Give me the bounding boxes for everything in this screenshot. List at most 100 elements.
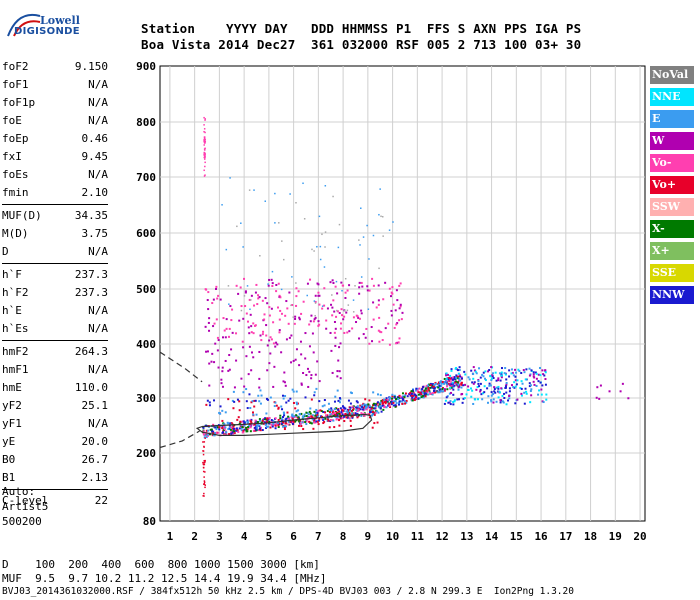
echo-point: [370, 409, 373, 412]
echo-point: [449, 377, 452, 380]
x-tick-label: 5: [266, 530, 273, 543]
echo-point: [360, 281, 363, 284]
echo-point: [363, 406, 366, 409]
echo-point: [283, 428, 286, 431]
echo-point: [377, 303, 380, 306]
echo-point: [260, 339, 263, 342]
x-tick-label: 16: [534, 530, 548, 543]
echo-point: [344, 291, 347, 294]
echo-point: [344, 296, 347, 299]
echo-point: [387, 404, 390, 407]
echo-point: [544, 378, 547, 381]
echo-point: [218, 426, 221, 429]
param-row: hmF2 264.3: [2, 343, 108, 361]
echo-point: [308, 420, 311, 423]
echo-point: [459, 375, 462, 378]
echo-point: [392, 400, 395, 403]
param-row: foEp 0.46: [2, 130, 108, 148]
echo-point: [414, 396, 417, 399]
echo-point: [290, 361, 293, 364]
echo-point: [382, 298, 385, 301]
echo-point: [404, 394, 407, 397]
echo-point: [274, 345, 277, 348]
echo-point: [429, 384, 432, 387]
param-name: M(D): [2, 227, 29, 240]
echo-point: [336, 375, 339, 378]
param-row: yF2 25.1: [2, 397, 108, 415]
echo-point: [507, 399, 510, 402]
echo-point: [401, 398, 404, 401]
echo-point: [514, 375, 517, 378]
echo-point: [279, 309, 282, 312]
echo-point: [454, 381, 457, 384]
echo-point: [250, 369, 253, 372]
echo-point: [372, 391, 375, 394]
echo-point: [455, 383, 458, 386]
echo-point: [267, 283, 269, 285]
echo-point: [398, 397, 401, 400]
echo-point: [217, 431, 220, 434]
echo-point: [204, 437, 206, 439]
echo-point: [255, 426, 258, 429]
echo-point: [224, 411, 227, 414]
echo-point: [460, 377, 463, 380]
echo-point: [250, 418, 253, 421]
echo-point: [368, 416, 371, 419]
y-tick-label: 900: [136, 60, 156, 73]
echo-point: [352, 407, 355, 410]
echo-point: [433, 389, 436, 392]
echo-point: [333, 320, 336, 323]
echo-point: [441, 388, 444, 391]
echo-point: [319, 258, 322, 261]
echo-point: [314, 294, 317, 297]
echo-point: [379, 404, 382, 407]
echo-point: [339, 377, 342, 380]
echo-point: [475, 372, 478, 375]
echo-point: [291, 304, 294, 307]
echo-point: [535, 372, 538, 375]
echo-point: [432, 391, 435, 394]
echo-point: [223, 422, 226, 425]
echo-point: [256, 420, 259, 423]
echo-point: [381, 399, 384, 402]
echo-point: [329, 413, 332, 416]
echo-point: [209, 433, 212, 436]
echo-point: [262, 417, 265, 420]
echo-point: [245, 312, 248, 315]
echo-point: [334, 344, 337, 347]
echo-point: [532, 380, 535, 383]
echo-point: [453, 400, 456, 403]
echo-point: [329, 331, 332, 334]
echo-point: [495, 379, 498, 382]
param-name: foF1p: [2, 96, 36, 109]
echo-point: [354, 285, 356, 287]
echo-point: [206, 350, 209, 353]
echo-point: [400, 318, 403, 321]
echo-point: [503, 372, 506, 375]
echo-point: [204, 471, 206, 473]
echo-point: [314, 302, 317, 304]
echo-point: [399, 303, 402, 306]
echo-point: [486, 401, 489, 404]
echo-point: [295, 390, 298, 393]
echo-point: [352, 412, 355, 415]
echo-point: [203, 175, 206, 177]
echo-point: [330, 407, 333, 410]
echo-point: [409, 394, 412, 397]
echo-point: [242, 429, 245, 432]
echo-point: [204, 141, 207, 143]
muf-row: MUF 9.5 9.7 10.2 11.2 12.5 14.4 19.9 34.…: [2, 572, 327, 585]
echo-point: [269, 396, 272, 399]
echo-point: [242, 246, 244, 248]
echo-point: [447, 377, 450, 380]
echo-point: [203, 138, 205, 141]
echo-point: [413, 398, 416, 401]
echo-point: [400, 400, 403, 403]
echo-point: [309, 412, 312, 415]
echo-point: [347, 415, 350, 418]
echo-point: [410, 392, 413, 395]
echo-point: [398, 307, 401, 310]
echo-point: [358, 286, 361, 289]
echo-point: [528, 385, 531, 388]
echo-point: [218, 411, 221, 414]
